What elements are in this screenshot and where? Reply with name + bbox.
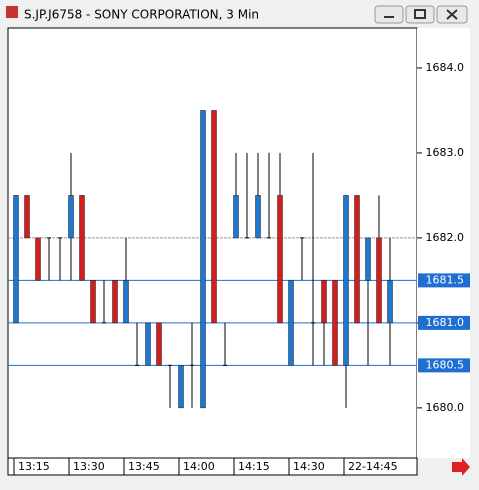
x-tick-label: 13:15 <box>18 460 50 473</box>
candle-body <box>178 365 184 409</box>
chart: 1680.01681.01682.01683.01684.01681.51681… <box>8 61 470 475</box>
candle-body <box>365 237 371 281</box>
candle-body <box>123 280 129 324</box>
x-tick-label: 13:45 <box>128 460 160 473</box>
candle-body <box>233 195 239 239</box>
candle-body <box>112 280 118 324</box>
level-label: 1681.5 <box>426 273 465 286</box>
candle-body <box>288 280 294 366</box>
candle-body <box>277 195 283 324</box>
candle-body <box>13 195 19 324</box>
candle-body <box>79 195 85 281</box>
candle-body <box>343 195 349 366</box>
candle-body <box>35 237 41 281</box>
level-label-bg <box>418 273 470 288</box>
candle-body <box>24 195 30 239</box>
y-tick-label: 1683.0 <box>426 146 465 159</box>
x-tick-label: 14:15 <box>238 460 270 473</box>
x-tick-label: 14:30 <box>293 460 325 473</box>
candle-body <box>145 322 151 366</box>
y-tick-label: 1684.0 <box>426 61 465 74</box>
y-tick-label: 1682.0 <box>426 231 465 244</box>
price-axis <box>417 28 470 458</box>
candle-body <box>332 280 338 366</box>
level-label: 1680.5 <box>426 358 465 371</box>
x-tick-label: 13:30 <box>73 460 105 473</box>
maximize-icon <box>414 9 426 19</box>
minimize-button[interactable] <box>374 5 404 24</box>
candle-body <box>90 280 96 324</box>
window-title: S.JP.J6758 - SONY CORPORATION, 3 Min <box>24 8 259 22</box>
scroll-arrow[interactable] <box>452 458 470 476</box>
level-label-bg <box>418 358 470 373</box>
y-tick-label: 1680.0 <box>426 401 465 414</box>
candle-body <box>211 110 217 324</box>
candle-body <box>68 195 74 239</box>
x-tick-label: 22-14:45 <box>348 460 398 473</box>
x-tick-label: 14:00 <box>183 460 215 473</box>
candle-body <box>354 195 360 324</box>
time-axis <box>7 457 418 476</box>
candle-body <box>376 237 382 324</box>
level-label: 1681.0 <box>426 316 465 329</box>
close-icon <box>446 9 458 20</box>
candle-body <box>387 280 393 324</box>
candle-body <box>255 195 261 239</box>
maximize-button[interactable] <box>405 5 435 24</box>
candle-body <box>321 280 327 324</box>
level-label-bg <box>418 315 470 330</box>
candle-body <box>156 322 162 366</box>
candle-body <box>200 110 206 409</box>
window-icon <box>6 6 18 18</box>
